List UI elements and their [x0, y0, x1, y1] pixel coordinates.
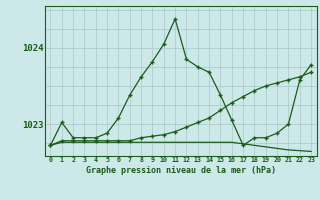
X-axis label: Graphe pression niveau de la mer (hPa): Graphe pression niveau de la mer (hPa)	[86, 166, 276, 175]
